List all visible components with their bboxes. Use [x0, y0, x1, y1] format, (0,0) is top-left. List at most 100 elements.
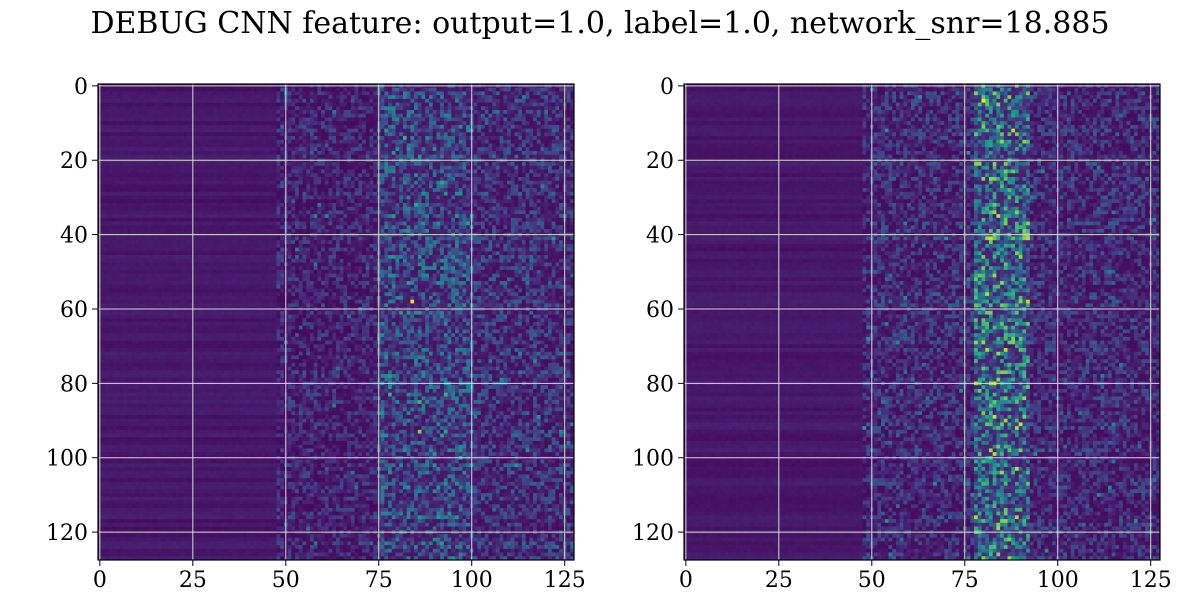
heatmap-cell — [313, 147, 318, 152]
heatmap-cell — [213, 102, 218, 107]
heatmap-cell — [410, 102, 415, 107]
heatmap-cell — [518, 214, 523, 219]
heatmap-cell — [488, 184, 493, 189]
heatmap-cell — [246, 162, 251, 167]
heatmap-cell — [510, 143, 515, 148]
heatmap-cell — [488, 128, 493, 133]
heatmap-cell — [157, 121, 162, 126]
heatmap-cell — [521, 102, 527, 107]
heatmap-cell — [414, 106, 419, 111]
heatmap-cell — [358, 91, 363, 96]
heatmap-cell — [183, 173, 188, 178]
heatmap-cell — [172, 188, 177, 193]
heatmap-cell — [529, 106, 534, 111]
heatmap-cell — [321, 124, 326, 129]
heatmap-cell — [291, 154, 296, 159]
heatmap-cell — [324, 95, 329, 100]
heatmap-cell — [336, 199, 341, 204]
heatmap-cell — [399, 162, 404, 167]
heatmap-cell — [406, 180, 411, 185]
heatmap-cell — [313, 176, 318, 182]
heatmap-cell — [328, 154, 333, 159]
heatmap-cell — [153, 176, 158, 182]
heatmap-cell — [317, 214, 322, 219]
heatmap-cell — [443, 121, 448, 126]
heatmap-cell — [428, 91, 434, 96]
heatmap-cell — [321, 214, 326, 219]
heatmap-cell — [514, 132, 519, 137]
heatmap-cell — [228, 154, 233, 159]
heatmap-cell — [428, 184, 434, 189]
heatmap-cell — [120, 124, 125, 129]
heatmap-cell — [547, 150, 553, 156]
heatmap-cell — [213, 225, 218, 230]
heatmap-cell — [205, 106, 210, 111]
heatmap-cell — [406, 184, 411, 189]
heatmap-cell — [101, 147, 106, 152]
heatmap-cell — [317, 124, 322, 129]
heatmap-cell — [179, 113, 184, 118]
heatmap-cell — [168, 117, 173, 122]
heatmap-cell — [443, 117, 448, 122]
heatmap-cell — [555, 87, 560, 92]
heatmap-cell — [417, 188, 422, 193]
heatmap-cell — [495, 188, 500, 193]
heatmap-cell — [194, 121, 199, 126]
heatmap-cell — [328, 225, 333, 230]
heatmap-cell — [150, 180, 155, 185]
heatmap-cell — [254, 180, 259, 185]
heatmap-cell — [521, 191, 527, 196]
heatmap-cell — [309, 136, 315, 141]
heatmap-cell — [150, 225, 155, 230]
heatmap-cell — [395, 184, 400, 189]
heatmap-cell — [324, 195, 329, 200]
heatmap-cell — [239, 121, 244, 126]
heatmap-cell — [265, 117, 270, 122]
heatmap-cell — [462, 124, 467, 129]
heatmap-cell — [321, 176, 326, 182]
heatmap-cell — [202, 206, 207, 211]
heatmap-cell — [536, 184, 541, 189]
heatmap-cell — [336, 132, 341, 137]
heatmap-cell — [135, 132, 140, 137]
heatmap-cell — [246, 176, 251, 182]
heatmap-cell — [187, 184, 192, 189]
heatmap-cell — [473, 206, 478, 211]
heatmap-cell — [451, 91, 456, 96]
heatmap-cell — [477, 203, 482, 208]
heatmap-cell — [492, 225, 497, 230]
heatmap-cell — [458, 184, 463, 189]
heatmap-cell — [551, 132, 556, 137]
heatmap-cell — [477, 210, 482, 215]
heatmap-cell — [224, 106, 229, 111]
heatmap-cell — [209, 169, 214, 174]
heatmap-cell — [417, 91, 422, 96]
heatmap-cell — [161, 124, 166, 129]
heatmap-cell — [164, 162, 170, 167]
heatmap-cell — [205, 117, 210, 122]
heatmap-cell — [343, 210, 348, 215]
heatmap-cell — [336, 180, 341, 185]
heatmap-cell — [380, 102, 385, 107]
heatmap-cell — [120, 98, 125, 103]
heatmap-cell — [250, 143, 255, 148]
heatmap-cell — [332, 87, 337, 92]
heatmap-cell — [402, 206, 408, 211]
heatmap-cell — [112, 143, 117, 148]
heatmap-cell — [384, 195, 389, 200]
heatmap-cell — [347, 124, 352, 129]
heatmap-cell — [317, 225, 322, 230]
heatmap-cell — [168, 136, 173, 141]
heatmap-cell — [153, 199, 158, 204]
heatmap-cell — [321, 165, 326, 170]
heatmap-cell — [135, 91, 140, 96]
heatmap-cell — [350, 184, 355, 189]
heatmap-cell — [146, 173, 151, 178]
heatmap-cell — [287, 87, 292, 92]
heatmap-cell — [246, 184, 251, 189]
heatmap-cell — [250, 87, 255, 92]
heatmap-cell — [488, 147, 493, 152]
heatmap-cell — [499, 162, 504, 167]
heatmap-cell — [559, 91, 564, 96]
heatmap-cell — [462, 117, 467, 122]
